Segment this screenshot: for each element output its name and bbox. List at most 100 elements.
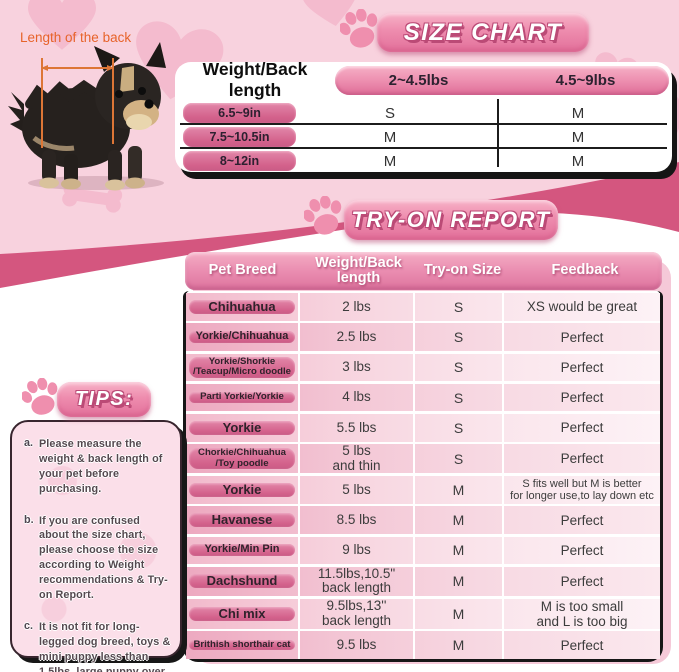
tryon-row: Yorkie 5.5 lbs S Perfect bbox=[186, 414, 660, 442]
tip-label: b. bbox=[24, 513, 34, 526]
size-value: S bbox=[384, 104, 395, 122]
tryon-report-title: TRY-ON REPORT bbox=[344, 200, 558, 240]
size-cell: M bbox=[415, 598, 504, 629]
tip-text: Please measure the weight & back length … bbox=[39, 438, 163, 495]
weight-cell: 9 lbs bbox=[300, 536, 415, 565]
size-cell: M bbox=[415, 631, 504, 659]
breed-pill: Chi mix bbox=[189, 606, 295, 621]
feedback-cell: M is too small and L is too big bbox=[536, 598, 628, 629]
back-length-pill: 6.5~9in bbox=[183, 103, 296, 123]
size-value: M bbox=[571, 104, 585, 122]
tryon-row: Chihuahua 2 lbs S XS would be great bbox=[186, 293, 660, 321]
weight-cell: 8.5 lbs bbox=[300, 506, 415, 534]
weight-cell: 9.5 lbs bbox=[300, 631, 415, 659]
back-length-pill: 7.5~10.5in bbox=[183, 127, 296, 147]
tryon-row: Yorkie 5 lbs M S fits well but M is bett… bbox=[186, 476, 660, 504]
size-cell: S bbox=[415, 293, 504, 321]
weight-cell: 2.5 lbs bbox=[300, 323, 415, 351]
tryon-row: Yorkie/Chihuahua 2.5 lbs S Perfect bbox=[186, 323, 660, 351]
tryon-row: Havanese 8.5 lbs M Perfect bbox=[186, 506, 660, 534]
tip-label: c. bbox=[24, 619, 34, 632]
feedback-cell: XS would be great bbox=[526, 299, 638, 315]
feedback-cell: Perfect bbox=[560, 420, 604, 436]
weight-cell: 5 lbs and thin bbox=[300, 443, 415, 474]
weight-cell: 5 lbs bbox=[300, 476, 415, 504]
puppy-photo bbox=[8, 42, 166, 191]
tryon-row: Parti Yorkie/Yorkie 4 lbs S Perfect bbox=[186, 383, 660, 412]
header-weight-back-length: Weight/Back length bbox=[315, 254, 402, 286]
size-chart-corner-header: Weight/Back length bbox=[202, 59, 308, 100]
weight-cell: 4 lbs bbox=[300, 383, 415, 412]
tryon-row: Dachshund 11.5lbs,10.5" back length M Pe… bbox=[186, 566, 660, 596]
paw-icon bbox=[340, 9, 378, 48]
paw-icon bbox=[304, 196, 342, 235]
size-cell: S bbox=[415, 353, 504, 382]
feedback-cell: Perfect bbox=[560, 329, 604, 345]
header-tryon-size: Try-on Size bbox=[423, 262, 502, 279]
tryon-row: Chorkie/Chihuahua /Toy poodle 5 lbs and … bbox=[186, 443, 660, 474]
tip-item: a. Please measure the weight & back leng… bbox=[24, 437, 171, 497]
tips-panel: a. Please measure the weight & back leng… bbox=[10, 420, 182, 672]
breed-pill: Yorkie bbox=[189, 420, 295, 435]
size-chart-row: 6.5~9in S M bbox=[175, 101, 672, 125]
size-chart-table: Weight/Back length 2~4.5lbs 4.5~9lbs 6.5… bbox=[175, 59, 672, 173]
weight-cell: 9.5lbs,13'' back length bbox=[300, 598, 415, 629]
breed-pill: Yorkie/Shorkie /Teacup/Micro doodle bbox=[189, 356, 295, 378]
size-chart-row: 8~12in M M bbox=[175, 149, 672, 173]
weight-cell: 5.5 lbs bbox=[300, 414, 415, 442]
row-divider bbox=[180, 123, 667, 125]
header-pet-breed: Pet Breed bbox=[208, 262, 277, 279]
size-cell: M bbox=[415, 536, 504, 565]
arrow-right-icon bbox=[107, 64, 114, 71]
measure-line-horizontal bbox=[43, 67, 112, 69]
size-cell: S bbox=[415, 383, 504, 412]
breed-pill: Dachshund bbox=[189, 574, 295, 589]
measure-line-right bbox=[112, 58, 114, 144]
size-value: M bbox=[571, 128, 585, 146]
size-value: M bbox=[383, 128, 397, 146]
column-divider bbox=[497, 99, 499, 167]
row-divider bbox=[180, 147, 667, 149]
size-cell: M bbox=[415, 566, 504, 596]
feedback-cell: Perfect bbox=[560, 359, 604, 375]
size-chart-title: SIZE CHART bbox=[377, 13, 589, 52]
size-cell: S bbox=[415, 444, 504, 474]
breed-pill: Parti Yorkie/Yorkie bbox=[189, 392, 295, 403]
tip-text: If you are confused about the size chart… bbox=[39, 514, 168, 602]
tip-item: c. It is not fit for long-legged dog bre… bbox=[24, 620, 171, 672]
weight-cell: 2 lbs bbox=[300, 293, 415, 321]
tip-label: a. bbox=[24, 437, 34, 449]
header-feedback: Feedback bbox=[551, 262, 619, 279]
tryon-row: Chi mix 9.5lbs,13'' back length M M is t… bbox=[186, 598, 660, 629]
breed-pill: Yorkie/Chihuahua bbox=[189, 330, 295, 344]
tip-item: b. If you are confused about the size ch… bbox=[24, 514, 171, 603]
tryon-table: Chihuahua 2 lbs S XS would be great York… bbox=[183, 291, 663, 662]
feedback-cell: S fits well but M is better for longer u… bbox=[510, 477, 654, 502]
feedback-cell: Perfect bbox=[560, 637, 604, 653]
size-cell: M bbox=[415, 476, 504, 504]
breed-pill: Chihuahua bbox=[189, 299, 295, 314]
measure-line-left bbox=[41, 58, 43, 148]
breed-pill: Brithish shorthair cat bbox=[189, 639, 295, 651]
size-cell: S bbox=[415, 414, 504, 442]
breed-pill: Yorkie/Min Pin bbox=[189, 544, 295, 557]
weight-column-2: 4.5~9lbs bbox=[555, 71, 616, 89]
feedback-cell: Perfect bbox=[560, 390, 604, 406]
tips-title: TIPS: bbox=[57, 382, 151, 417]
weight-cell: 3 lbs bbox=[300, 353, 415, 382]
paw-icon bbox=[22, 378, 58, 415]
breed-pill: Yorkie bbox=[189, 482, 295, 497]
feedback-cell: Perfect bbox=[560, 542, 604, 558]
weight-columns-header: 2~4.5lbs 4.5~9lbs bbox=[335, 65, 669, 95]
feedback-cell: Perfect bbox=[560, 451, 604, 467]
size-cell: S bbox=[415, 323, 504, 351]
breed-pill: Chorkie/Chihuahua /Toy poodle bbox=[189, 448, 295, 470]
feedback-cell: Perfect bbox=[560, 573, 604, 589]
tryon-row: Brithish shorthair cat 9.5 lbs M Perfect bbox=[186, 631, 660, 659]
tip-text: It is not fit for long-legged dog breed,… bbox=[39, 620, 171, 672]
back-length-label: Length of the back bbox=[20, 30, 132, 45]
tryon-table-header: Pet Breed Weight/Back length Try-on Size… bbox=[185, 252, 662, 290]
size-chart-row: 7.5~10.5in M M bbox=[175, 125, 672, 149]
size-cell: M bbox=[415, 506, 504, 534]
tryon-row: Yorkie/Min Pin 9 lbs M Perfect bbox=[186, 536, 660, 565]
